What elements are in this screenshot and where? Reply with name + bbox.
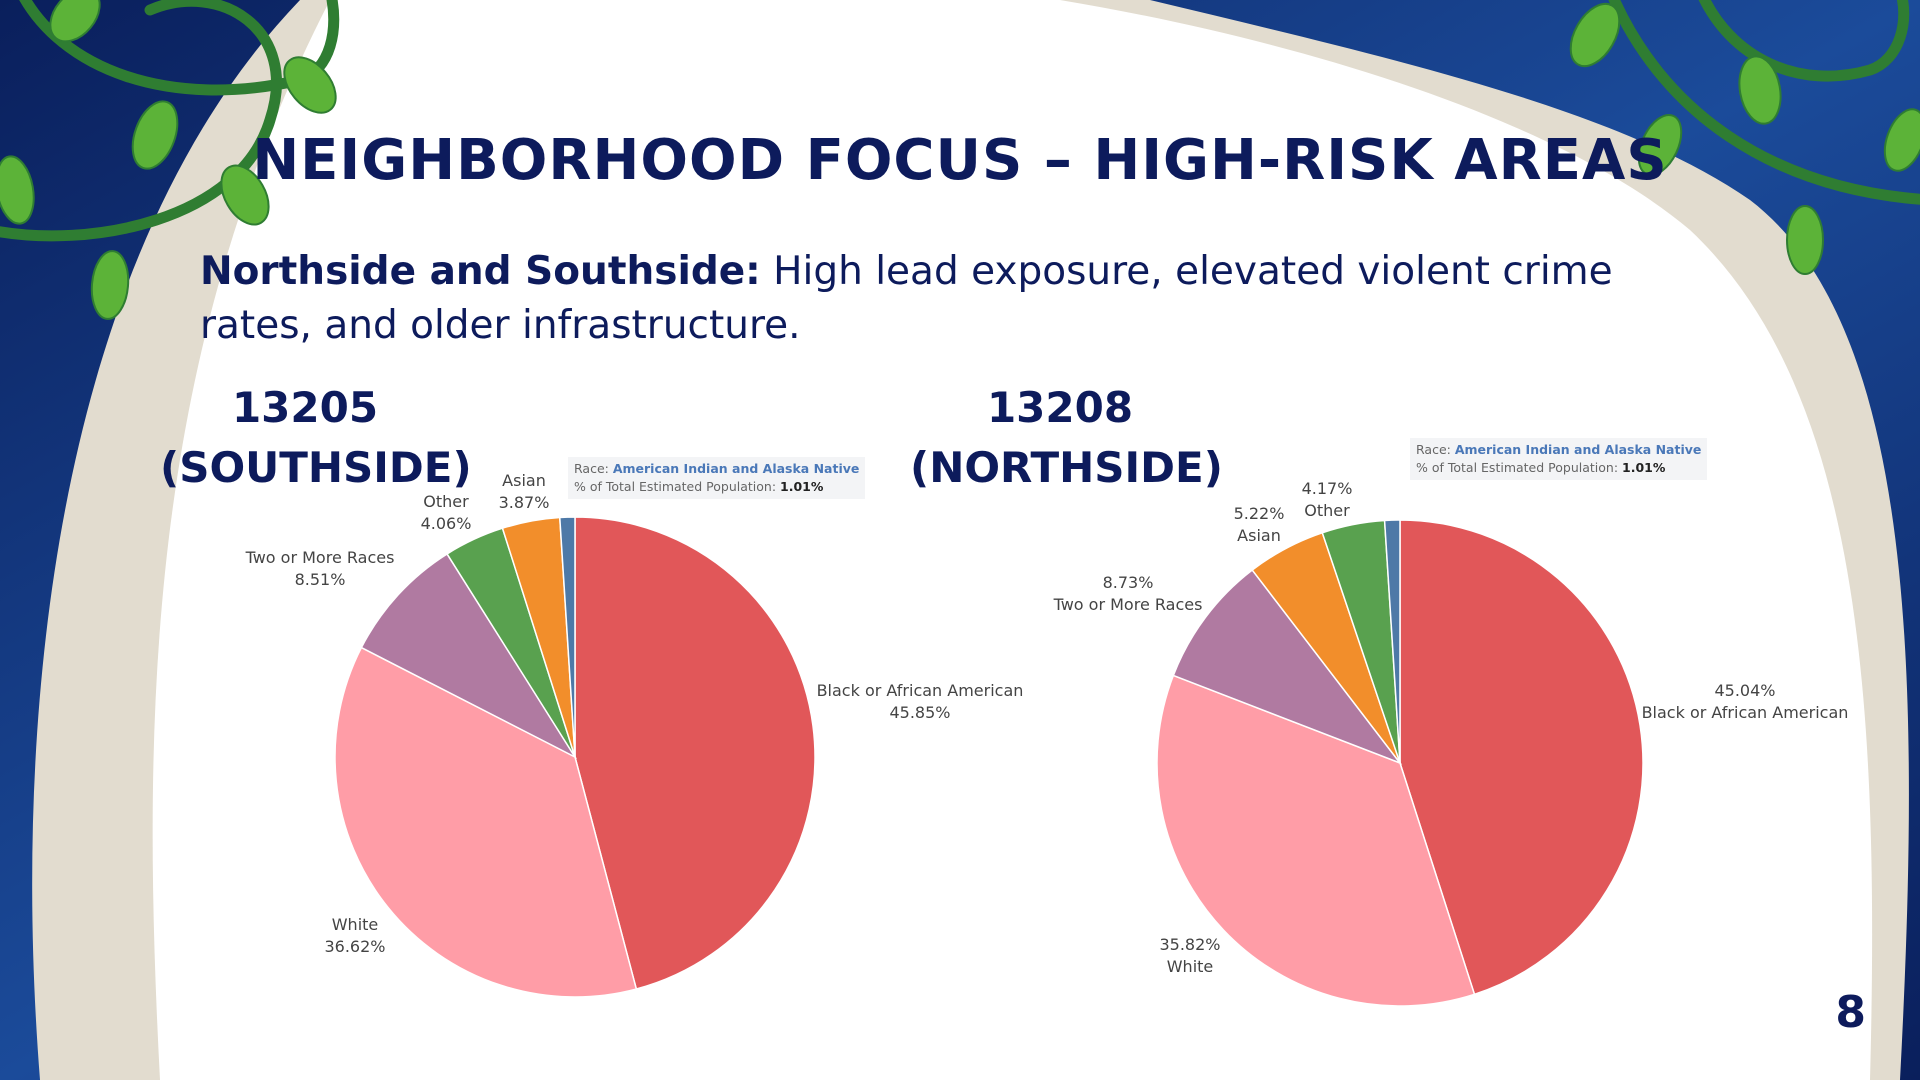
pie-value-label-other: 4.06% [421,514,472,533]
pie-category-label-black-or-african-american: Black or African American [1642,703,1849,722]
pie-value-label-black-or-african-american: 45.85% [889,703,950,722]
pie-value-label-white: 36.62% [324,937,385,956]
pie-value-label-white: 35.82% [1159,935,1220,954]
pie-value-label-other: 4.17% [1302,479,1353,498]
vine-top-right [1608,0,1920,205]
pie-slice-white[interactable] [334,646,638,998]
chart-tooltip-13208: Race: American Indian and Alaska Native … [1410,438,1708,480]
pie-category-label-two-or-more-races: Two or More Races [1053,595,1203,614]
slide-subtitle: Northside and Southside: High lead expos… [200,245,1720,353]
tooltip-race-value: American Indian and Alaska Native [612,461,860,476]
pie-category-label-other: Other [423,492,469,511]
pie-value-label-black-or-african-american: 45.04% [1714,681,1775,700]
zip-code: 13208 [986,383,1134,432]
tooltip-pct-prefix: % of Total Estimated Population: [574,479,781,494]
pie-value-label-two-or-more-races: 8.73% [1103,573,1154,592]
pie-slice-american-indian-and-alaska-native[interactable] [1383,519,1401,764]
pie-category-label-two-or-more-races: Two or More Races [245,548,395,567]
tooltip-race-prefix: Race: [1416,442,1455,457]
pie-slice-two-or-more-races[interactable] [360,552,578,759]
zip-heading-13205: 13205 (SOUTHSIDE) [160,378,472,498]
tooltip-race-prefix: Race: [574,461,613,476]
pie-slice-american-indian-and-alaska-native[interactable] [558,516,576,758]
pie-category-label-white: White [1167,957,1214,976]
subtitle-rest: High lead exposure, elevated violent cri… [200,249,1613,348]
zip-area: (NORTHSIDE) [910,443,1223,492]
tooltip-pct-prefix: % of Total Estimated Population: [1416,460,1623,475]
pie-category-label-asian: Asian [1237,526,1281,545]
pie-category-label-asian: Asian [502,471,546,490]
pie-slice-black-or-african-american[interactable] [1399,519,1644,996]
pie-slice-two-or-more-races[interactable] [1172,569,1403,765]
slide-number: 8 [1835,987,1866,1038]
zip-area: (SOUTHSIDE) [160,443,472,492]
pie-category-label-white: White [332,915,379,934]
pie-value-label-asian: 3.87% [499,493,550,512]
chart-tooltip-13205: Race: American Indian and Alaska Native … [568,457,866,499]
zip-heading-13208: 13208 (NORTHSIDE) [910,378,1223,498]
leaves [0,0,1920,320]
pie-slice-black-or-african-american[interactable] [574,516,816,990]
tooltip-race-value: American Indian and Alaska Native [1454,442,1702,457]
subtitle-lead: Northside and Southside: [200,249,761,294]
tooltip-pct-value: 1.01% [780,479,824,494]
pie-category-label-other: Other [1304,501,1350,520]
tooltip-pct-value: 1.01% [1622,460,1666,475]
pie-category-label-black-or-african-american: Black or African American [817,681,1024,700]
pie-value-label-asian: 5.22% [1234,504,1285,523]
pie-value-label-two-or-more-races: 8.51% [295,570,346,589]
pie-slice-white[interactable] [1156,674,1476,1007]
zip-code: 13205 [231,383,379,432]
slide-title: NEIGHBORHOOD FOCUS – HIGH-RISK AREAS [252,128,1668,193]
